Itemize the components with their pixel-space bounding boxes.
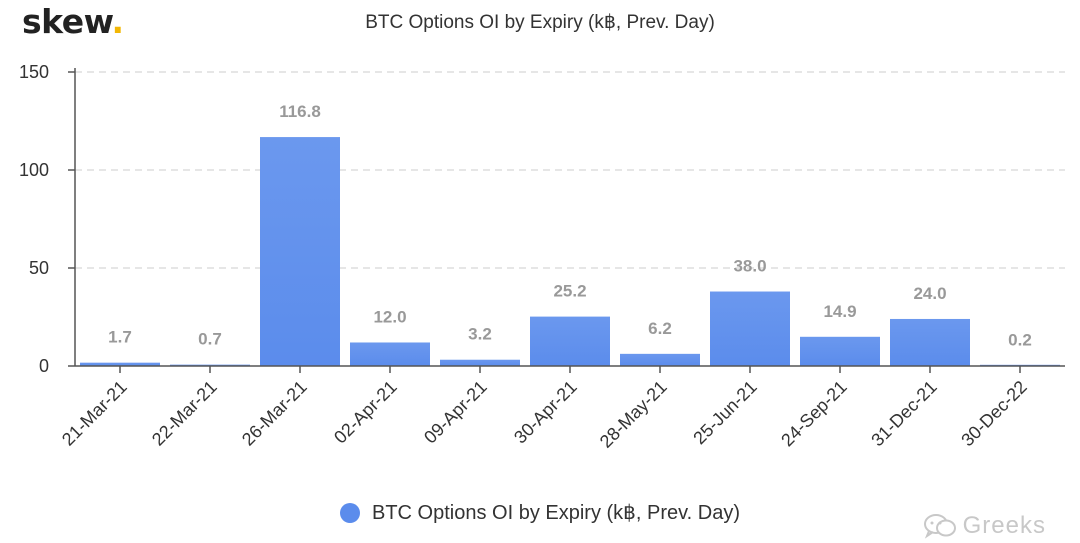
legend[interactable]: BTC Options OI by Expiry (k฿, Prev. Day) bbox=[0, 500, 1080, 525]
x-tick-label: 30-Dec-22 bbox=[957, 377, 1031, 451]
x-axis-ticks: 21-Mar-21 22-Mar-21 26-Mar-21 02-Apr-21 09-A… bbox=[58, 366, 1031, 452]
data-labels: 1.7 0.7 116.8 12.0 3.2 25.2 6.2 38.0 14.9 24.0 0.2 bbox=[108, 102, 1032, 350]
brand-logo: skew. bbox=[22, 2, 124, 41]
data-label: 0.2 bbox=[1008, 331, 1032, 350]
bar bbox=[800, 336, 880, 366]
bar bbox=[620, 353, 700, 366]
x-tick-label: 24-Sep-21 bbox=[777, 377, 851, 451]
watermark: Greeks bbox=[923, 512, 1046, 540]
data-label: 1.7 bbox=[108, 328, 132, 347]
y-tick-label: 100 bbox=[19, 160, 49, 180]
legend-swatch bbox=[340, 502, 360, 523]
bar bbox=[80, 362, 160, 366]
data-label: 3.2 bbox=[468, 325, 492, 344]
x-tick-label: 31-Dec-21 bbox=[867, 377, 941, 451]
watermark-text: Greeks bbox=[962, 512, 1046, 539]
grid-lines bbox=[75, 71, 1065, 269]
x-tick-label: 26-Mar-21 bbox=[238, 377, 311, 450]
data-label: 6.2 bbox=[648, 319, 672, 338]
bars bbox=[80, 137, 1060, 366]
data-label: 12.0 bbox=[373, 307, 406, 326]
x-tick-label: 21-Mar-21 bbox=[58, 377, 131, 450]
data-label: 25.2 bbox=[553, 282, 586, 301]
x-tick-label: 25-Jun-21 bbox=[689, 377, 760, 448]
chart-title: BTC Options OI by Expiry (k฿, Prev. Day) bbox=[365, 12, 715, 33]
bar bbox=[710, 291, 790, 366]
brand-name: skew bbox=[22, 2, 112, 41]
x-tick-label: 09-Apr-21 bbox=[420, 377, 491, 448]
brand-dot: . bbox=[111, 2, 124, 41]
bar bbox=[440, 359, 520, 366]
bar bbox=[890, 318, 970, 366]
bar bbox=[350, 342, 430, 366]
y-tick-label: 150 bbox=[19, 62, 49, 82]
y-tick-label: 50 bbox=[29, 258, 49, 278]
x-tick-label: 28-May-21 bbox=[596, 377, 671, 452]
bar bbox=[260, 137, 340, 366]
data-label: 38.0 bbox=[733, 257, 766, 276]
data-label: 116.8 bbox=[279, 102, 321, 121]
data-label: 0.7 bbox=[198, 330, 222, 349]
y-axis-ticks: 0 50 100 150 bbox=[19, 62, 75, 376]
bar bbox=[530, 316, 610, 366]
x-tick-label: 22-Mar-21 bbox=[148, 377, 221, 450]
data-label: 24.0 bbox=[913, 284, 946, 303]
legend-label: BTC Options OI by Expiry (k฿, Prev. Day) bbox=[372, 502, 740, 524]
wechat-icon bbox=[923, 514, 956, 539]
x-tick-label: 02-Apr-21 bbox=[330, 377, 401, 448]
data-label: 14.9 bbox=[823, 302, 856, 321]
x-tick-label: 30-Apr-21 bbox=[510, 377, 581, 448]
y-tick-label: 0 bbox=[39, 356, 49, 376]
